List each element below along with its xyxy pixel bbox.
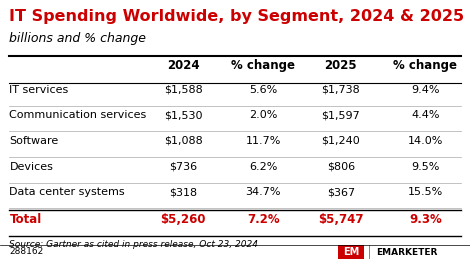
Text: 2.0%: 2.0% — [249, 110, 277, 120]
Text: % change: % change — [231, 59, 295, 72]
Text: 9.3%: 9.3% — [409, 213, 442, 226]
Text: % change: % change — [393, 59, 457, 72]
FancyBboxPatch shape — [338, 245, 364, 259]
Text: $5,260: $5,260 — [161, 213, 206, 226]
Text: $806: $806 — [327, 162, 355, 172]
Text: Total: Total — [9, 213, 42, 226]
Text: $1,088: $1,088 — [164, 136, 203, 146]
Text: 5.6%: 5.6% — [249, 85, 277, 95]
Text: 2024: 2024 — [167, 59, 200, 72]
Text: Software: Software — [9, 136, 59, 146]
Text: $736: $736 — [169, 162, 197, 172]
Text: $1,597: $1,597 — [321, 110, 360, 120]
Text: $1,240: $1,240 — [321, 136, 360, 146]
Text: $5,747: $5,747 — [318, 213, 363, 226]
Text: $1,530: $1,530 — [164, 110, 203, 120]
Text: Data center systems: Data center systems — [9, 187, 125, 197]
Text: 6.2%: 6.2% — [249, 162, 277, 172]
Text: $318: $318 — [169, 187, 197, 197]
Text: billions and % change: billions and % change — [9, 32, 146, 45]
Text: 9.5%: 9.5% — [411, 162, 439, 172]
Text: 9.4%: 9.4% — [411, 85, 439, 95]
Text: $367: $367 — [327, 187, 355, 197]
Text: 4.4%: 4.4% — [411, 110, 439, 120]
Text: $1,738: $1,738 — [321, 85, 360, 95]
Text: Devices: Devices — [9, 162, 53, 172]
Text: IT Spending Worldwide, by Segment, 2024 & 2025: IT Spending Worldwide, by Segment, 2024 … — [9, 9, 464, 24]
Text: 14.0%: 14.0% — [407, 136, 443, 146]
Text: IT services: IT services — [9, 85, 69, 95]
Text: Communication services: Communication services — [9, 110, 147, 120]
Text: $1,588: $1,588 — [164, 85, 203, 95]
Text: 7.2%: 7.2% — [247, 213, 280, 226]
Text: 2025: 2025 — [324, 59, 357, 72]
FancyBboxPatch shape — [369, 245, 370, 259]
Text: EM: EM — [343, 247, 360, 257]
Text: 34.7%: 34.7% — [245, 187, 281, 197]
Text: Source: Gartner as cited in press release, Oct 23, 2024: Source: Gartner as cited in press releas… — [9, 240, 258, 249]
Text: 288162: 288162 — [9, 247, 44, 256]
Text: EMARKETER: EMARKETER — [376, 248, 438, 257]
Text: 11.7%: 11.7% — [245, 136, 281, 146]
Text: 15.5%: 15.5% — [407, 187, 443, 197]
